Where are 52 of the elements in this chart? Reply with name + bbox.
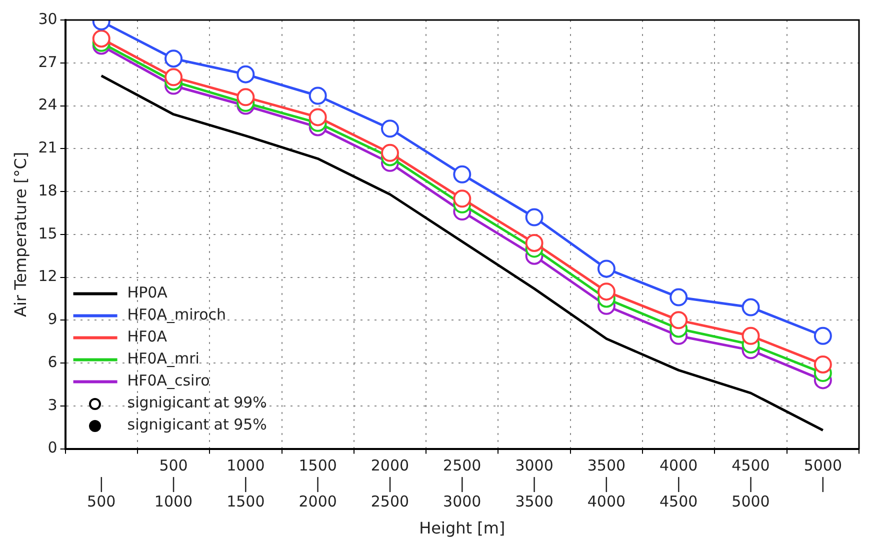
point xyxy=(236,65,255,84)
point xyxy=(597,260,616,278)
x-tick-label: 3500 | 4000 xyxy=(587,456,626,511)
point xyxy=(453,165,472,184)
point xyxy=(453,190,472,208)
y-tick-label: 18 xyxy=(38,181,58,200)
point xyxy=(308,86,327,105)
y-tick-label: 21 xyxy=(38,138,58,157)
x-tick-label: 1000 | 1500 xyxy=(226,456,265,511)
y-tick-label: 24 xyxy=(38,96,58,114)
point xyxy=(814,355,832,374)
point xyxy=(236,88,255,106)
point xyxy=(92,30,110,48)
point xyxy=(814,326,832,345)
x-tick-label: 4000 | 4500 xyxy=(660,456,698,511)
legend-label: HP0A xyxy=(127,284,168,302)
point xyxy=(670,311,688,330)
x-tick-label: 5000 | xyxy=(804,456,842,493)
x-tick-label: 2500 | 3000 xyxy=(443,456,482,511)
legend-label: HF0A_csiro xyxy=(127,372,210,390)
y-tick-label: 27 xyxy=(38,52,58,71)
point xyxy=(164,68,183,86)
annotation: signigicant at 95% xyxy=(127,416,267,434)
x-tick-label: 4500 | 5000 xyxy=(732,456,770,511)
point xyxy=(380,120,399,138)
y-tick-label: 30 xyxy=(38,10,58,28)
legend-label: HF0A_mri xyxy=(127,350,200,368)
point xyxy=(742,326,760,345)
y-tick-label: 15 xyxy=(38,224,58,242)
legend-label: HF0A_miroch xyxy=(127,306,226,324)
y-tick-label: 9 xyxy=(48,310,58,328)
point xyxy=(525,234,544,252)
x-tick-label: 3000 | 3500 xyxy=(515,456,554,511)
point xyxy=(164,50,183,68)
y-tick-label: 12 xyxy=(38,267,58,286)
y-tick-label: 6 xyxy=(48,352,58,371)
y-axis-title: Air Temperature [°C] xyxy=(10,152,30,317)
legend-label: HF0A xyxy=(127,328,168,346)
x-tick-label: | 500 xyxy=(87,474,116,511)
point xyxy=(525,208,544,226)
y-tick-label: 0 xyxy=(48,438,58,457)
point xyxy=(742,298,760,316)
point xyxy=(380,144,399,162)
x-tick-label: 2000 | 2500 xyxy=(370,456,410,511)
point xyxy=(597,282,616,301)
point xyxy=(670,288,688,306)
point xyxy=(308,108,327,126)
x-tick-label: 500 | 1000 xyxy=(154,456,193,511)
x-tick-label: 1500 | 2000 xyxy=(298,456,337,511)
x-axis-title: Height [m] xyxy=(419,518,506,538)
annotation: signigicant at 99% xyxy=(127,394,267,412)
y-tick-label: 3 xyxy=(48,396,58,414)
